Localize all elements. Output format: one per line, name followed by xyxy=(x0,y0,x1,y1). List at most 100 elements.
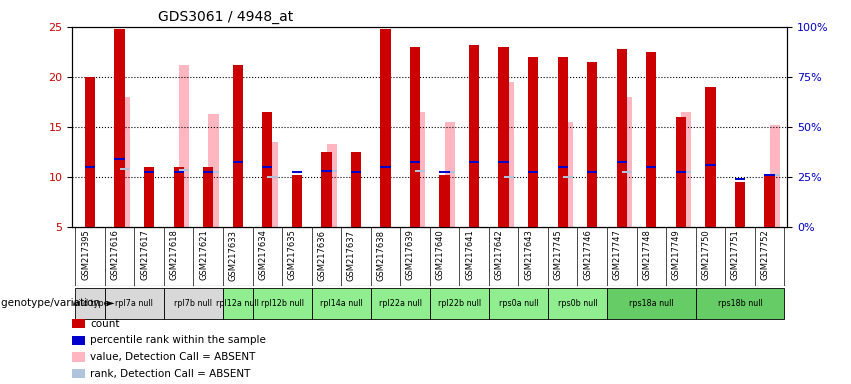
Bar xyxy=(676,117,686,227)
Bar xyxy=(439,175,449,227)
Bar xyxy=(114,29,125,227)
Text: GSM217634: GSM217634 xyxy=(259,230,267,280)
Text: GSM217750: GSM217750 xyxy=(701,230,711,280)
Bar xyxy=(72,336,85,345)
Text: GSM217752: GSM217752 xyxy=(761,230,769,280)
Bar xyxy=(410,47,420,227)
Bar xyxy=(764,174,774,176)
Bar xyxy=(528,170,539,173)
Text: GSM217751: GSM217751 xyxy=(731,230,740,280)
Bar xyxy=(267,142,277,227)
Bar xyxy=(351,170,361,173)
Bar xyxy=(120,167,130,170)
Text: count: count xyxy=(90,319,120,329)
Text: rpl12b null: rpl12b null xyxy=(260,299,304,308)
Text: GSM217748: GSM217748 xyxy=(643,230,651,280)
Bar xyxy=(72,369,85,378)
Text: GSM217643: GSM217643 xyxy=(524,230,533,280)
Text: rps18b null: rps18b null xyxy=(717,299,762,308)
Bar xyxy=(617,161,627,163)
Text: GSM217638: GSM217638 xyxy=(376,230,386,281)
Bar xyxy=(292,170,302,173)
Bar xyxy=(646,52,656,227)
Bar xyxy=(430,288,488,319)
Bar xyxy=(164,288,223,319)
Bar xyxy=(208,114,219,227)
Bar xyxy=(144,170,154,173)
Text: rps0b null: rps0b null xyxy=(557,299,597,308)
Text: rpl14a null: rpl14a null xyxy=(320,299,363,308)
Text: rank, Detection Call = ABSENT: rank, Detection Call = ABSENT xyxy=(90,369,250,379)
Bar xyxy=(607,288,695,319)
Bar xyxy=(415,112,426,227)
Bar xyxy=(380,166,391,168)
Bar xyxy=(321,152,332,227)
Bar xyxy=(528,57,539,227)
Bar xyxy=(488,288,548,319)
Bar xyxy=(179,65,189,227)
Bar xyxy=(622,97,632,227)
Bar xyxy=(563,122,574,227)
Bar xyxy=(267,175,277,178)
Bar xyxy=(557,57,568,227)
Text: GSM217395: GSM217395 xyxy=(81,230,90,280)
Bar xyxy=(174,170,184,173)
Text: rpl12a null: rpl12a null xyxy=(216,299,260,308)
Bar xyxy=(114,157,125,160)
Bar xyxy=(681,170,691,173)
Text: GSM217745: GSM217745 xyxy=(554,230,563,280)
Bar xyxy=(410,161,420,163)
Text: value, Detection Call = ABSENT: value, Detection Call = ABSENT xyxy=(90,352,255,362)
Text: GSM217617: GSM217617 xyxy=(140,230,149,280)
Bar xyxy=(734,177,745,180)
Bar xyxy=(327,170,337,172)
Bar xyxy=(705,87,716,227)
Bar xyxy=(499,161,509,163)
Bar xyxy=(327,144,337,227)
Text: percentile rank within the sample: percentile rank within the sample xyxy=(90,335,266,345)
Text: GSM217639: GSM217639 xyxy=(406,230,415,280)
Text: GSM217640: GSM217640 xyxy=(436,230,444,280)
Text: rps18a null: rps18a null xyxy=(629,299,674,308)
Bar xyxy=(380,29,391,227)
Bar xyxy=(311,288,371,319)
Bar xyxy=(232,161,243,163)
Bar xyxy=(646,166,656,168)
Bar xyxy=(587,170,597,173)
Bar xyxy=(548,288,607,319)
Bar xyxy=(681,112,691,227)
Bar xyxy=(85,166,95,168)
Bar xyxy=(617,49,627,227)
Bar xyxy=(469,161,479,163)
Bar xyxy=(469,45,479,227)
Text: GSM217749: GSM217749 xyxy=(671,230,681,280)
Bar xyxy=(232,65,243,227)
Bar xyxy=(208,170,219,173)
Text: GSM217618: GSM217618 xyxy=(169,230,179,280)
Bar xyxy=(262,112,272,227)
Text: rpl22a null: rpl22a null xyxy=(379,299,422,308)
Text: GSM217747: GSM217747 xyxy=(613,230,622,280)
Bar xyxy=(120,97,130,227)
Bar xyxy=(769,174,780,176)
Bar xyxy=(734,182,745,227)
Bar xyxy=(439,170,449,173)
Text: rpl22b null: rpl22b null xyxy=(437,299,481,308)
Text: wild type: wild type xyxy=(71,299,108,308)
Bar xyxy=(371,288,430,319)
Bar xyxy=(415,170,426,172)
Bar xyxy=(203,167,214,227)
Bar xyxy=(769,125,780,227)
Bar xyxy=(75,288,105,319)
Bar xyxy=(557,166,568,168)
Text: GDS3061 / 4948_at: GDS3061 / 4948_at xyxy=(158,10,294,25)
Bar xyxy=(445,170,455,173)
Bar xyxy=(179,169,189,171)
Bar xyxy=(445,122,455,227)
Text: GSM217633: GSM217633 xyxy=(229,230,237,281)
Bar xyxy=(504,175,514,178)
Bar xyxy=(105,288,164,319)
Bar xyxy=(72,319,85,328)
Text: rpl7b null: rpl7b null xyxy=(174,299,213,308)
Text: GSM217616: GSM217616 xyxy=(111,230,120,280)
